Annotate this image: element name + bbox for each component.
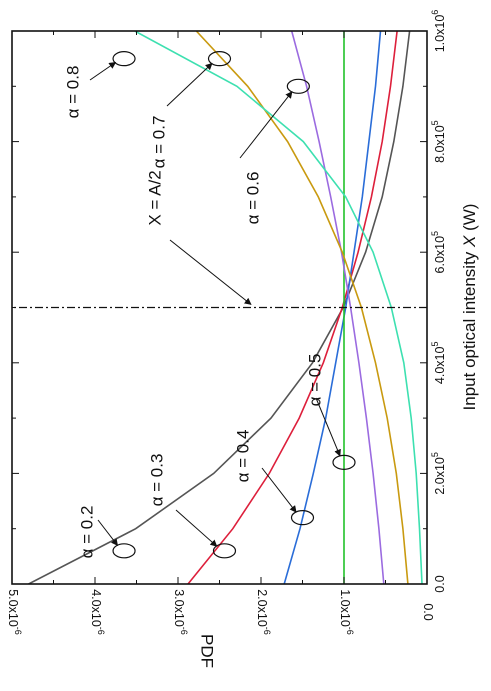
y-axis-ticks: 0.0 1.0x10-6 2.0x10-6 3.0x10-6 4.0x10-6 5.0x1… bbox=[6, 31, 435, 635]
annotation-label-a06: α = 0.6 bbox=[243, 172, 262, 225]
annotation-label-a07: α = 0.7 bbox=[149, 116, 168, 169]
annotation-ellipse-a07 bbox=[207, 51, 232, 67]
y-tick-label: 4.0x10-6 bbox=[89, 589, 106, 635]
y-tick-label: 0.0 bbox=[421, 603, 435, 620]
annotation-ellipse-a06 bbox=[286, 78, 310, 94]
annotation-arrow-a07 bbox=[166, 62, 213, 107]
annotation-arrow-a04 bbox=[261, 467, 297, 513]
annotation-ellipse-a04 bbox=[290, 510, 315, 526]
annotation-label-a04: α = 0.4 bbox=[233, 430, 252, 483]
y-tick-label: 3.0x10-6 bbox=[172, 589, 189, 635]
annotation-label-a05: α = 0.5 bbox=[305, 354, 324, 407]
annotation-arrow-a08 bbox=[89, 61, 117, 81]
annotation-ellipse-a03 bbox=[212, 543, 237, 559]
annotations-layer: α = 0.2 α = 0.3 α = 0.4 α = 0.5 α = 0.6 α = 0… bbox=[63, 51, 356, 559]
series-line-alpha-0-6 bbox=[290, 31, 385, 584]
x-tick-label: 8.0x105 bbox=[430, 120, 447, 163]
y-tick-label: 2.0x10-6 bbox=[255, 589, 272, 635]
annotation-arrow-vline bbox=[169, 239, 252, 305]
x-axis-label: Input optical intensity X (W) bbox=[460, 204, 479, 411]
annotation-arrow-a02 bbox=[97, 519, 119, 547]
y-tick-label: 5.0x10-6 bbox=[6, 589, 23, 635]
annotation-arrow-a03 bbox=[175, 509, 218, 547]
y-tick-label: 1.0x10-6 bbox=[338, 589, 355, 635]
y-axis-label: PDF bbox=[198, 634, 217, 668]
x-axis-ticks: 0.0 2.0x105 4.0x105 6.0x105 8.0x105 1.0x106 bbox=[12, 10, 447, 593]
annotation-ellipse-a02 bbox=[112, 543, 136, 559]
annotation-label-a03: α = 0.3 bbox=[147, 454, 166, 507]
annotation-arrow-a06 bbox=[239, 91, 293, 159]
annotation-label-a02: α = 0.2 bbox=[77, 506, 96, 559]
x-tick-label: 4.0x105 bbox=[430, 342, 447, 385]
annotation-arrow-a05 bbox=[315, 397, 341, 457]
x-tick-label: 1.0x106 bbox=[430, 10, 447, 53]
x-tick-label: 6.0x105 bbox=[430, 231, 447, 274]
annotation-label-a08: α = 0.8 bbox=[63, 66, 82, 119]
x-tick-label: 2.0x105 bbox=[430, 452, 447, 495]
annotation-ellipse-a05 bbox=[332, 454, 356, 470]
x-tick-label: 0.0 bbox=[433, 575, 447, 592]
annotation-ellipse-a08 bbox=[112, 51, 136, 67]
annotation-label-vline: X = A/2 bbox=[145, 170, 164, 225]
